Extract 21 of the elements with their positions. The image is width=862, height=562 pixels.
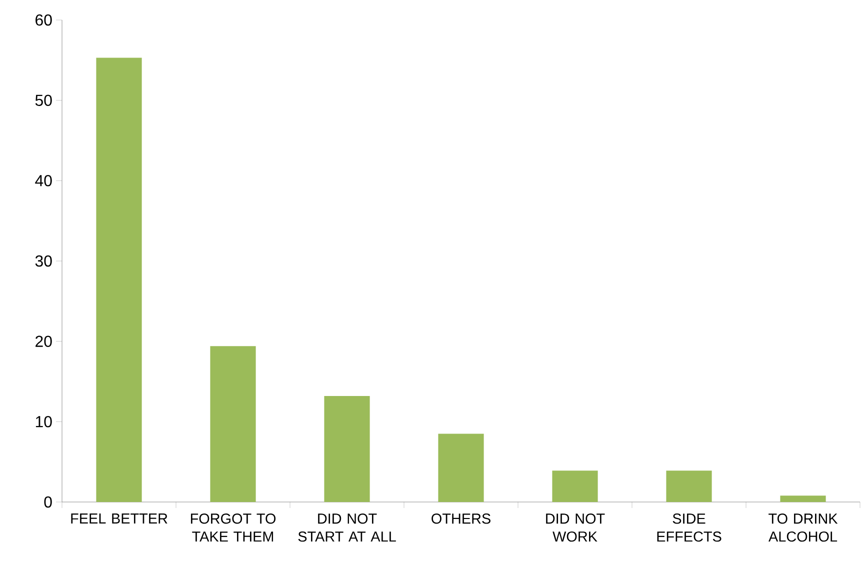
x-tick-label: FEEL BETTER (71, 514, 168, 524)
y-tick-label: 10 (36, 416, 52, 428)
bar (552, 470, 598, 502)
bar (666, 470, 712, 502)
bar (96, 58, 142, 502)
x-tick-label: DID NOT WORK (546, 514, 605, 542)
x-tick-label: FORGOT TO TAKE THEM (190, 514, 276, 542)
x-tick-label: TO DRINK ALCOHOL (768, 514, 838, 542)
bar (210, 346, 256, 502)
y-tick-label: 50 (35, 94, 52, 106)
y-tick-label: 30 (35, 255, 52, 267)
y-tick-label: 60 (36, 14, 52, 26)
y-tick-label: 20 (36, 336, 52, 347)
x-tick-label: OTHERS (432, 514, 490, 524)
bar (324, 396, 370, 502)
y-tick-label: 0 (44, 496, 52, 508)
x-tick-label: DID NOT START AT ALL (298, 514, 396, 542)
x-tick-label: SIDE EFFECTS (657, 514, 722, 542)
bar (780, 496, 826, 502)
y-tick-label: 40 (35, 175, 52, 186)
bar (438, 434, 484, 502)
